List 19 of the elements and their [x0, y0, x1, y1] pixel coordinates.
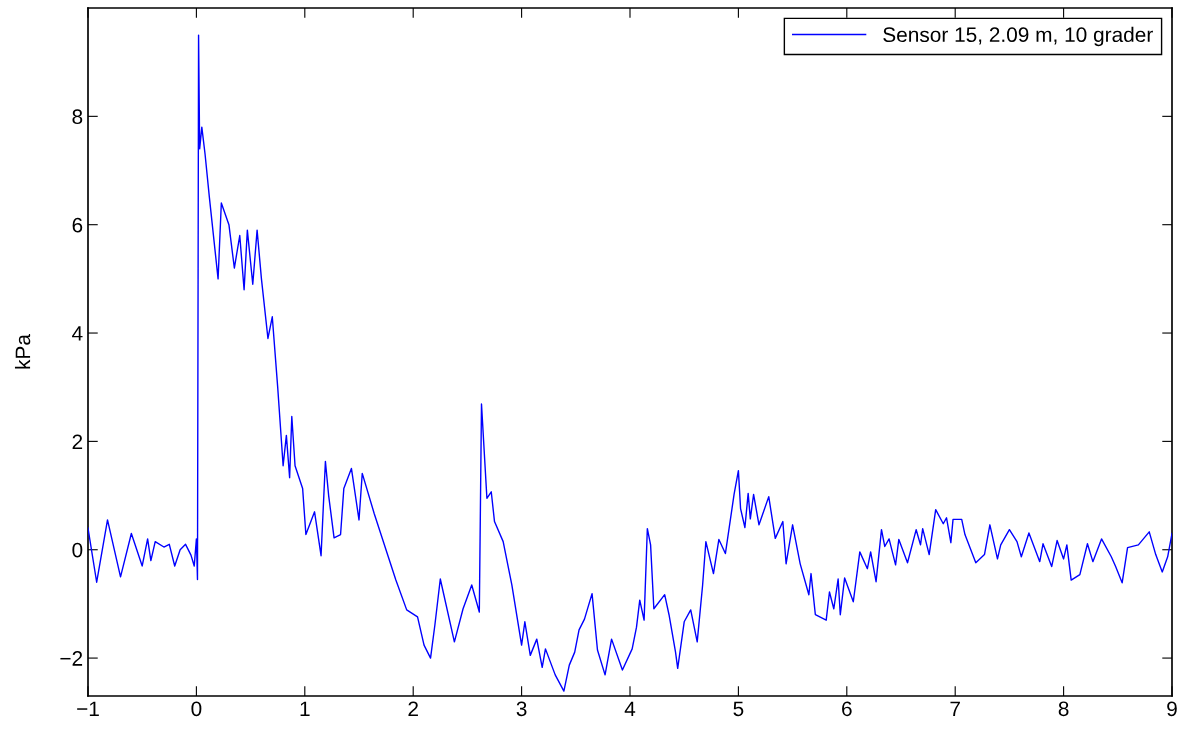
y-tick-label: −2 [60, 651, 83, 666]
x-tick-label: 7 [950, 701, 960, 716]
y-tick-label: 4 [72, 326, 83, 341]
x-tick-label: 6 [842, 701, 852, 717]
x-tick-label: 0 [191, 701, 202, 717]
x-tick-label: 5 [733, 701, 744, 717]
x-tick-label: 1 [300, 701, 310, 716]
y-tick-label: 0 [72, 542, 83, 558]
x-tick-label: 8 [1058, 701, 1069, 717]
x-tick-label: −1 [77, 701, 99, 716]
y-axis-title: kPa [14, 334, 31, 369]
x-tick-label: 2 [408, 701, 418, 716]
legend-label: Sensor 15, 2.09 m, 10 grader [883, 26, 1153, 47]
x-tick-label: 4 [624, 701, 636, 716]
x-tick-label: 3 [516, 701, 527, 717]
y-tick-label: 2 [72, 434, 83, 449]
x-tick-label: 9 [1167, 701, 1177, 717]
y-tick-label: 6 [72, 217, 83, 233]
y-tick-label: 8 [72, 109, 83, 125]
